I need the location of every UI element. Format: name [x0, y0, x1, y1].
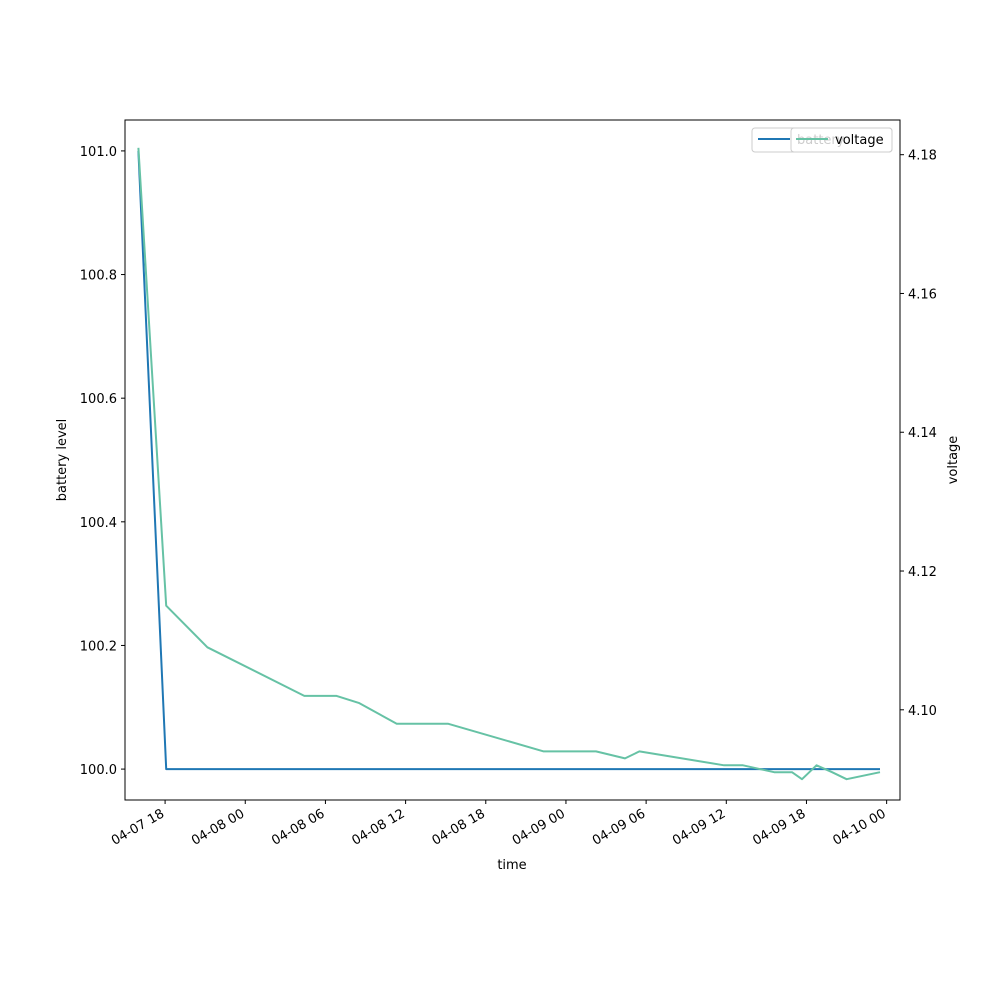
y2-tick-label: 4.10 — [908, 704, 937, 719]
x-tick-label: 04-10 00 — [831, 806, 889, 848]
x-tick-label: 04-08 06 — [269, 806, 327, 848]
y-axis-left: 100.0 100.2 100.4 100.6 100.8 101.0 — [80, 145, 125, 778]
y-tick-label: 100.0 — [80, 763, 117, 778]
y2-tick-label: 4.16 — [908, 287, 937, 302]
y-tick-label: 100.8 — [80, 269, 117, 284]
x-tick-label: 04-09 06 — [590, 806, 648, 848]
x-tick-label: 04-08 18 — [430, 806, 488, 848]
legend-voltage-label: voltage — [835, 133, 884, 148]
y-tick-label: 101.0 — [80, 145, 117, 160]
series-layer — [137, 147, 881, 781]
plot-area-frame — [124, 119, 901, 801]
y-tick-label: 100.2 — [80, 639, 117, 654]
x-axis-label: time — [497, 858, 526, 873]
x-tick-label: 04-09 18 — [750, 806, 808, 848]
x-tick-label: 04-09 12 — [670, 806, 728, 848]
x-axis: 04-07 18 04-08 00 04-08 06 04-08 12 04-08 18… — [109, 800, 889, 849]
y2-tick-label: 4.14 — [908, 426, 937, 441]
x-tick-label: 04-08 12 — [349, 806, 407, 848]
x-tick-label: 04-08 00 — [189, 806, 247, 848]
x-tick-label: 04-09 00 — [510, 806, 568, 848]
y-axis-right: 4.10 4.12 4.14 4.16 4.18 — [900, 149, 937, 719]
y2-tick-label: 4.18 — [908, 149, 937, 164]
series-line-voltage — [137, 147, 881, 781]
y-axis-label: battery level — [55, 419, 70, 502]
x-tick-label: 04-07 18 — [109, 806, 167, 848]
y-tick-label: 100.4 — [80, 516, 117, 531]
legend-voltage: voltage — [790, 127, 893, 153]
series-line-battery — [137, 150, 880, 771]
y2-tick-label: 4.12 — [908, 565, 937, 580]
y-tick-label: 100.6 — [80, 392, 117, 407]
y2-axis-label: voltage — [946, 436, 961, 485]
legend-box — [790, 127, 893, 153]
